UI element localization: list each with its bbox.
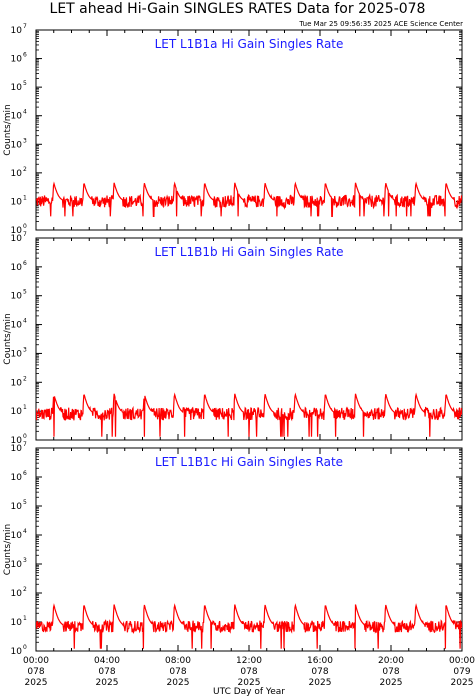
x-tick-label-time: 00:00 — [449, 656, 475, 666]
y-tick-label-exponent: 6 — [23, 52, 27, 59]
y-tick-label-base: 10 — [11, 263, 23, 273]
x-tick-label-time: 16:00 — [307, 656, 333, 666]
y-tick-label-base: 10 — [11, 502, 23, 512]
y-tick-label-exponent: 1 — [23, 404, 27, 411]
x-tick-label-doy: 078 — [240, 667, 257, 677]
y-tick-label-exponent: 2 — [23, 586, 27, 593]
x-tick-label-year: 2025 — [167, 678, 190, 688]
y-tick-label-exponent: 5 — [23, 499, 27, 506]
y-tick-label-base: 10 — [11, 197, 23, 207]
x-tick-label-doy: 078 — [169, 667, 186, 677]
y-tick-label-base: 10 — [11, 55, 23, 65]
x-tick-label-doy: 078 — [311, 667, 328, 677]
x-tick-label-year: 2025 — [380, 678, 403, 688]
y-axis-label: Counts/min — [3, 313, 13, 364]
y-tick-label-base: 10 — [11, 169, 23, 179]
y-tick-label-exponent: 6 — [23, 470, 27, 477]
y-tick-label-base: 10 — [11, 83, 23, 93]
y-tick-label-base: 10 — [11, 234, 23, 244]
y-tick-label-exponent: 3 — [23, 137, 27, 144]
y-tick-label-base: 10 — [11, 531, 23, 541]
x-tick-label-year: 2025 — [309, 678, 332, 688]
panel-title-2: LET L1B1b Hi Gain Singles Rate — [154, 245, 343, 259]
y-tick-label-exponent: 7 — [23, 441, 27, 448]
y-tick-label-exponent: 0 — [23, 223, 27, 230]
y-tick-label-base: 10 — [11, 378, 23, 388]
x-tick-label-time: 12:00 — [236, 656, 262, 666]
y-tick-label-exponent: 2 — [23, 166, 27, 173]
x-tick-label-year: 2025 — [25, 678, 48, 688]
y-tick-label-exponent: 2 — [23, 375, 27, 382]
x-tick-label-doy: 079 — [453, 667, 470, 677]
x-axis-label: UTC Day of Year — [213, 687, 285, 697]
x-tick-label-doy: 078 — [98, 667, 115, 677]
x-tick-label-doy: 078 — [382, 667, 399, 677]
x-tick-label-year: 2025 — [238, 678, 261, 688]
y-tick-label-exponent: 1 — [23, 194, 27, 201]
page-title: LET ahead Hi-Gain SINGLES RATES Data for… — [49, 1, 426, 17]
x-tick-label-time: 20:00 — [378, 656, 404, 666]
y-tick-label-exponent: 1 — [23, 615, 27, 622]
y-axis-label: Counts/min — [3, 104, 13, 155]
x-tick-label-doy: 078 — [27, 667, 44, 677]
y-tick-label-base: 10 — [11, 349, 23, 359]
series-line-2 — [36, 392, 462, 437]
x-tick-label-time: 08:00 — [165, 656, 191, 666]
y-tick-label-base: 10 — [11, 436, 23, 446]
y-tick-label-base: 10 — [11, 26, 23, 36]
y-tick-label-base: 10 — [11, 140, 23, 150]
panel-title-1: LET L1B1a Hi Gain Singles Rate — [155, 37, 344, 51]
x-tick-label-year: 2025 — [451, 678, 474, 688]
y-tick-label-exponent: 7 — [23, 23, 27, 30]
plot-frame-3 — [35, 447, 463, 652]
y-tick-label-exponent: 3 — [23, 557, 27, 564]
y-tick-label-exponent: 7 — [23, 231, 27, 238]
y-tick-label-base: 10 — [11, 647, 23, 657]
y-tick-label-base: 10 — [11, 112, 23, 122]
series-line-3 — [36, 603, 462, 649]
y-tick-label-exponent: 0 — [23, 433, 27, 440]
y-tick-label-exponent: 4 — [23, 528, 27, 535]
x-tick-label-time: 00:00 — [23, 656, 49, 666]
y-tick-label-base: 10 — [11, 444, 23, 454]
y-tick-label-exponent: 4 — [23, 109, 27, 116]
y-tick-label-exponent: 6 — [23, 260, 27, 267]
x-tick-label-year: 2025 — [96, 678, 119, 688]
y-tick-label-exponent: 5 — [23, 289, 27, 296]
y-tick-label-exponent: 3 — [23, 346, 27, 353]
y-tick-label-base: 10 — [11, 618, 23, 628]
y-tick-label-base: 10 — [11, 226, 23, 236]
y-tick-label-base: 10 — [11, 407, 23, 417]
y-axis-label: Counts/min — [3, 524, 13, 575]
y-tick-label-exponent: 5 — [23, 80, 27, 87]
y-tick-label-base: 10 — [11, 473, 23, 483]
y-tick-label-base: 10 — [11, 589, 23, 599]
y-tick-label-base: 10 — [11, 560, 23, 570]
y-tick-label-base: 10 — [11, 292, 23, 302]
y-tick-label-exponent: 4 — [23, 318, 27, 325]
y-tick-label-base: 10 — [11, 321, 23, 331]
panel-title-3: LET L1B1c Hi Gain Singles Rate — [155, 455, 343, 469]
x-tick-label-time: 04:00 — [94, 656, 120, 666]
generation-timestamp: Tue Mar 25 09:56:35 2025 ACE Science Cen… — [299, 20, 463, 28]
y-tick-label-exponent: 0 — [23, 644, 27, 651]
series-line-1 — [36, 181, 462, 217]
